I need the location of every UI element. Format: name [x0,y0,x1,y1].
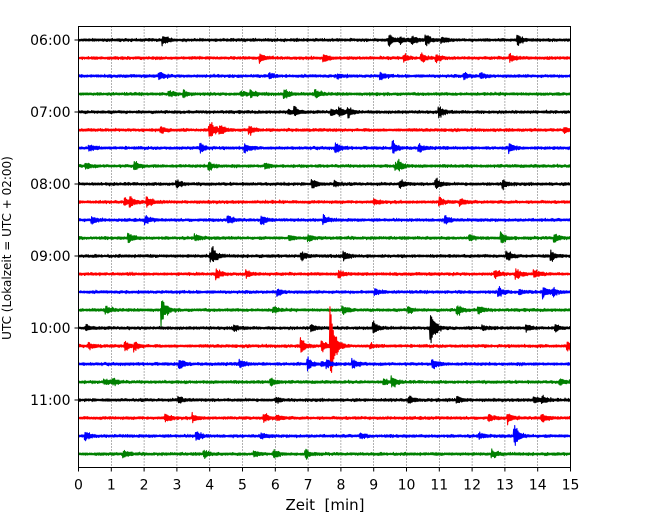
x-axis-ticks: 0 1 2 3 4 5 6 7 8 9 10 11 12 13 14 15 [74,467,580,494]
trace-line [77,196,572,208]
trace-line [77,448,572,460]
trace-line [77,268,572,281]
trace-line [77,356,572,372]
x-tick-label: 2 [140,478,149,494]
x-tick-label: 9 [369,478,378,494]
y-axis-ticks: 06:00 07:00 08:00 09:00 10:00 11:00 [30,33,79,409]
trace-line [77,89,572,99]
x-axis-label: Zeit [min] [285,496,364,514]
trace-line [77,158,572,172]
trace-line [77,213,572,226]
trace-line [77,231,572,244]
y-tick-label: 10:00 [30,321,70,337]
x-tick-label: 14 [529,478,547,494]
x-tick-label: 5 [238,478,247,494]
y-tick-label: 07:00 [30,105,70,121]
seismic-traces [77,34,572,460]
trace-line [77,34,572,47]
x-tick-label: 0 [74,478,83,494]
x-tick-label: 11 [430,478,448,494]
x-tick-label: 7 [304,478,313,494]
x-tick-label: 15 [562,478,580,494]
x-tick-label: 1 [107,478,116,494]
trace-line [77,411,572,426]
x-tick-label: 6 [271,478,280,494]
trace-line [77,300,572,327]
y-tick-label: 09:00 [30,249,70,265]
y-axis-label: UTC (Lokalzeit = UTC + 02:00) [0,156,14,340]
trace-line [77,105,572,119]
x-tick-label: 3 [172,478,181,494]
trace-line [77,425,572,446]
x-tick-label: 4 [205,478,214,494]
trace-line [77,52,572,64]
x-tick-label: 12 [463,478,481,494]
trace-line [77,122,572,137]
trace-line [77,394,572,405]
trace-line [77,139,572,155]
trace-line [77,245,572,263]
y-tick-label: 08:00 [30,177,70,193]
trace-line [77,71,572,81]
trace-line [77,315,572,344]
x-tick-label: 10 [398,478,416,494]
trace-line [77,177,572,191]
x-tick-label: 8 [336,478,345,494]
y-tick-label: 11:00 [30,393,70,409]
y-tick-label: 06:00 [30,33,70,49]
trace-line [77,375,572,388]
x-tick-label: 13 [496,478,514,494]
trace-line [77,286,572,300]
trace-line [77,306,572,373]
plot-frame [78,26,571,468]
